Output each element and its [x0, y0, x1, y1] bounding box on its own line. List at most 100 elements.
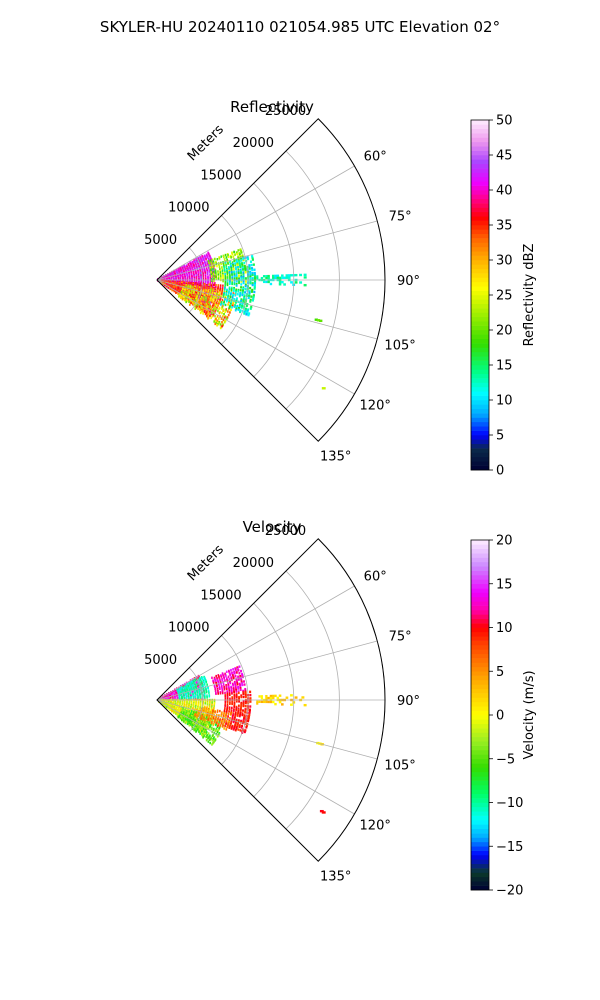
echo-gate [238, 259, 241, 263]
echo-gate [247, 313, 250, 317]
echo-gate [232, 265, 235, 268]
echo-gate [224, 310, 227, 313]
echo-gate [203, 258, 205, 262]
echo-gate [235, 274, 238, 278]
colorbar-segment [471, 238, 489, 243]
echo-gate [169, 287, 172, 291]
echo-gate [239, 685, 242, 688]
colorbar-segment [471, 351, 489, 357]
echo-gate [253, 282, 257, 285]
echo-gate [244, 711, 247, 714]
colorbar-segment [471, 369, 489, 375]
echo-gate [204, 282, 207, 285]
echo-gate [223, 265, 225, 269]
echo-gate [229, 282, 231, 286]
echo-gate [237, 270, 240, 273]
echo-gate [235, 280, 238, 283]
echo-gate [240, 251, 243, 254]
echo-gate [234, 667, 237, 670]
echo-gate [184, 719, 186, 722]
echo-gate [204, 292, 207, 296]
echo-gate [202, 263, 205, 267]
echo-gate [228, 291, 230, 294]
echo-gate [240, 703, 243, 706]
echo-gate [192, 717, 195, 720]
echo-gate [193, 279, 196, 282]
echo-gate [195, 277, 198, 280]
echo-gate [207, 737, 209, 740]
echo-gate [207, 282, 209, 285]
echo-gate [213, 279, 215, 283]
echo-gate [226, 704, 229, 708]
echo-gate [228, 693, 231, 697]
echo-gate [229, 281, 231, 284]
echo-gate [207, 732, 210, 735]
echo-gate [191, 289, 193, 292]
echo-gate [200, 278, 203, 281]
echo-gate [203, 310, 206, 314]
echo-gate [272, 276, 275, 280]
echo-gate [216, 324, 218, 327]
echo-gate [190, 697, 192, 700]
echo-gate [244, 283, 247, 286]
colorbar-segment [471, 330, 489, 335]
echo-gate [237, 268, 240, 272]
echo-gate [209, 299, 212, 302]
echo-gate [208, 283, 211, 286]
echo-gate [210, 727, 213, 731]
echo-gate [250, 305, 253, 309]
echo-gate [230, 269, 233, 273]
echo-gate [199, 282, 201, 285]
echo-gate [226, 270, 228, 273]
colorbar-tick-label: 15 [496, 359, 513, 374]
echo-gate [251, 272, 254, 275]
echo-gate [210, 258, 213, 262]
echo-gate [208, 270, 211, 273]
colorbar-segment [471, 264, 489, 270]
echo-gate [240, 701, 243, 705]
echo-gate [235, 689, 238, 692]
echo-gate [242, 709, 244, 712]
echo-gate [238, 714, 241, 718]
echo-gate [244, 291, 247, 294]
echo-gate [215, 277, 218, 281]
colorbar-segment [471, 198, 489, 204]
echo-gate [247, 296, 250, 300]
echo-gate [190, 700, 193, 704]
echo-gate [165, 285, 168, 288]
echo-gate [228, 692, 231, 695]
echo-gate [238, 695, 240, 699]
echo-gate [234, 721, 237, 724]
echo-gate [238, 665, 241, 668]
echo-gate [246, 309, 249, 313]
echo-gate [212, 728, 215, 732]
echo-gate [220, 303, 222, 306]
echo-gate [224, 253, 227, 257]
echo-gate [211, 258, 214, 261]
echo-gate [224, 701, 227, 704]
echo-gate [212, 681, 215, 684]
echo-gate [209, 289, 212, 292]
echo-gate [227, 675, 230, 678]
echo-gate [240, 706, 242, 709]
echo-gate [242, 691, 245, 694]
echo-gate [204, 277, 207, 281]
echo-gate [237, 258, 240, 261]
echo-gate [244, 692, 247, 695]
echo-gate [250, 295, 253, 298]
echo-gate [230, 720, 233, 723]
echo-gate [207, 317, 209, 320]
echo-gate [240, 259, 243, 262]
echo-gate [187, 693, 190, 696]
echo-gate [230, 689, 233, 693]
echo-gate [249, 300, 252, 303]
echo-gate [228, 687, 230, 690]
echo-gate [251, 283, 254, 287]
echo-gate [239, 269, 242, 273]
echo-gate [202, 312, 204, 315]
echo-gate [214, 257, 216, 261]
echo-gate [244, 288, 247, 291]
echo-gate [218, 292, 221, 295]
echo-gate [199, 271, 202, 275]
echo-gate [198, 305, 201, 308]
